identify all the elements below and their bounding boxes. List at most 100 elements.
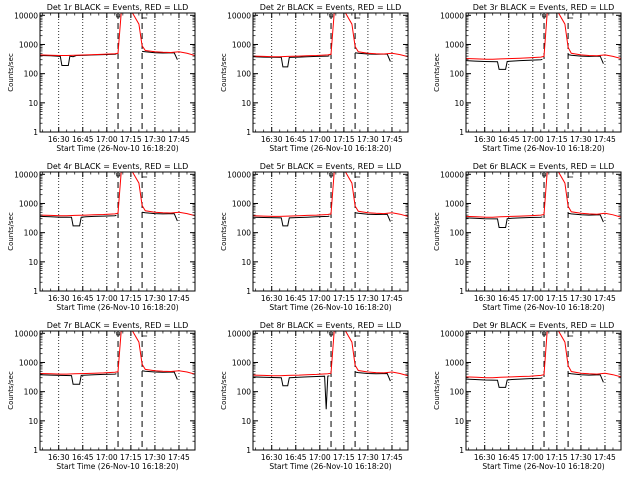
lld-rate-line bbox=[40, 331, 195, 375]
events-rate-line bbox=[568, 372, 604, 383]
y-axis-title: Counts/sec bbox=[220, 53, 228, 92]
y-tick-label: 100 bbox=[24, 388, 39, 397]
marker-bracket bbox=[141, 332, 148, 337]
y-axis-title: Counts/sec bbox=[7, 371, 15, 410]
events-rate-line bbox=[40, 373, 117, 385]
y-tick-label: 10000 bbox=[227, 170, 251, 179]
y-tick-label: 10000 bbox=[14, 329, 38, 338]
y-tick-label: 10000 bbox=[14, 170, 38, 179]
x-axis-title: Start Time (26-Nov-10 16:18:20) bbox=[269, 144, 391, 153]
marker-bracket bbox=[567, 332, 574, 337]
lld-rate-line bbox=[40, 172, 195, 217]
marker-bracket bbox=[141, 173, 148, 178]
x-tick-label: 17:15 bbox=[333, 294, 355, 303]
events-rate-line bbox=[253, 55, 330, 68]
marker-bracket bbox=[542, 173, 547, 177]
x-axis-title: Start Time (26-Nov-10 16:18:20) bbox=[482, 144, 604, 153]
events-rate-line bbox=[466, 377, 543, 388]
x-tick-label: 17:15 bbox=[546, 135, 568, 144]
y-tick-label: 10 bbox=[28, 417, 38, 426]
x-tick-label: 16:45 bbox=[72, 135, 94, 144]
lld-rate-line bbox=[466, 13, 621, 60]
y-axis-title: Counts/sec bbox=[433, 212, 441, 251]
plot-frame bbox=[39, 330, 196, 451]
x-tick-label: 17:45 bbox=[168, 135, 190, 144]
panel-title: Det 6r BLACK = Events, RED = LLD bbox=[473, 162, 615, 171]
x-tick-label: 16:45 bbox=[498, 294, 520, 303]
y-tick-label: 100 bbox=[450, 70, 465, 79]
x-tick-label: 16:30 bbox=[261, 453, 283, 462]
x-tick-label: 17:45 bbox=[381, 294, 403, 303]
x-tick-label: 16:30 bbox=[261, 294, 283, 303]
plot-frame bbox=[465, 330, 622, 451]
x-tick-label: 17:15 bbox=[546, 453, 568, 462]
y-tick-label: 100 bbox=[237, 70, 252, 79]
y-tick-label: 100 bbox=[237, 229, 252, 238]
x-tick-label: 17:00 bbox=[522, 135, 544, 144]
x-tick-label: 17:30 bbox=[144, 294, 166, 303]
x-tick-label: 17:30 bbox=[357, 135, 379, 144]
events-rate-line bbox=[466, 216, 543, 228]
lld-rate-line bbox=[253, 331, 408, 377]
x-tick-label: 16:45 bbox=[498, 453, 520, 462]
panel-title: Det 5r BLACK = Events, RED = LLD bbox=[260, 162, 402, 171]
x-axis-title: Start Time (26-Nov-10 16:18:20) bbox=[56, 303, 178, 312]
x-tick-label: 17:30 bbox=[570, 294, 592, 303]
y-tick-label: 10000 bbox=[227, 329, 251, 338]
y-tick-label: 1 bbox=[246, 446, 251, 455]
x-tick-label: 17:15 bbox=[120, 135, 142, 144]
y-tick-label: 10 bbox=[454, 99, 464, 108]
marker-bracket bbox=[329, 173, 334, 177]
panel-title: Det 2r BLACK = Events, RED = LLD bbox=[260, 3, 402, 12]
panel-5: Det 5r BLACK = Events, RED = LLD 1 10 100 10… bbox=[220, 162, 409, 312]
marker-bracket bbox=[542, 14, 547, 18]
x-tick-label: 17:00 bbox=[309, 453, 331, 462]
events-rate-line bbox=[40, 214, 117, 227]
panel-6: Det 6r BLACK = Events, RED = LLD 1 10 100 10… bbox=[433, 162, 622, 312]
y-tick-label: 1000 bbox=[445, 40, 464, 49]
plot-frame bbox=[465, 12, 622, 133]
x-tick-label: 17:00 bbox=[96, 453, 118, 462]
y-tick-label: 10000 bbox=[14, 11, 38, 20]
panel-3: Det 3r BLACK = Events, RED = LLD 1 10 100 10… bbox=[433, 3, 622, 153]
y-tick-label: 10000 bbox=[227, 11, 251, 20]
y-tick-label: 1 bbox=[459, 128, 464, 137]
y-tick-label: 1000 bbox=[19, 40, 38, 49]
lld-rate-line bbox=[40, 13, 195, 56]
events-rate-line bbox=[253, 375, 330, 410]
events-rate-line bbox=[466, 58, 543, 70]
events-rate-line bbox=[142, 50, 178, 60]
events-rate-line bbox=[568, 212, 604, 223]
y-tick-label: 10 bbox=[454, 417, 464, 426]
x-tick-label: 17:00 bbox=[522, 453, 544, 462]
x-tick-label: 17:00 bbox=[309, 135, 331, 144]
x-tick-label: 17:30 bbox=[144, 453, 166, 462]
plot-frame bbox=[465, 171, 622, 292]
panel-4: Det 4r BLACK = Events, RED = LLD 1 10 100 10… bbox=[7, 162, 196, 312]
marker-bracket bbox=[354, 332, 361, 337]
y-tick-label: 1000 bbox=[19, 358, 38, 367]
x-tick-label: 17:45 bbox=[168, 453, 190, 462]
marker-bracket bbox=[354, 14, 361, 19]
x-axis-title: Start Time (26-Nov-10 16:18:20) bbox=[269, 303, 391, 312]
panel-title: Det 3r BLACK = Events, RED = LLD bbox=[473, 3, 615, 12]
x-tick-label: 16:45 bbox=[285, 135, 307, 144]
marker-bracket bbox=[354, 173, 361, 178]
panel-1: Det 1r BLACK = Events, RED = LLD 1 10 100 10… bbox=[7, 3, 196, 153]
y-tick-label: 1000 bbox=[232, 199, 251, 208]
panel-2: Det 2r BLACK = Events, RED = LLD 1 10 100 10… bbox=[220, 3, 409, 153]
x-tick-label: 16:30 bbox=[474, 135, 496, 144]
marker-bracket bbox=[141, 14, 148, 19]
x-tick-label: 17:45 bbox=[594, 453, 616, 462]
y-axis-title: Counts/sec bbox=[220, 371, 228, 410]
x-tick-label: 17:15 bbox=[546, 294, 568, 303]
plot-frame bbox=[39, 171, 196, 292]
x-tick-label: 16:45 bbox=[285, 453, 307, 462]
x-tick-label: 16:30 bbox=[474, 453, 496, 462]
marker-bracket bbox=[567, 14, 574, 19]
y-tick-label: 10 bbox=[28, 99, 38, 108]
events-rate-line bbox=[40, 53, 117, 66]
x-tick-label: 17:00 bbox=[309, 294, 331, 303]
events-rate-line bbox=[142, 211, 178, 222]
y-tick-label: 100 bbox=[237, 388, 252, 397]
